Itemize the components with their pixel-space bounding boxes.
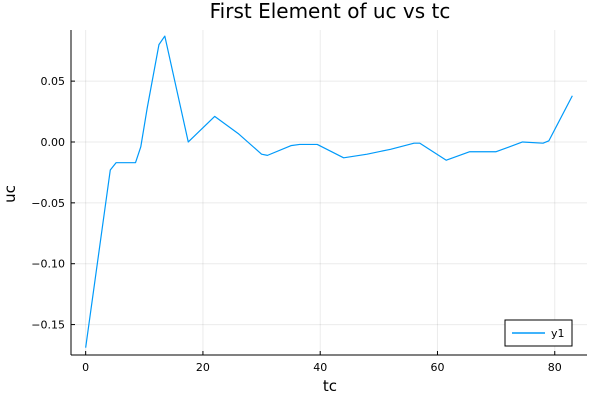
y-tick-label: −0.05 bbox=[31, 197, 65, 210]
y-tick-label: 0.00 bbox=[41, 136, 66, 149]
x-tick-label: 20 bbox=[196, 361, 210, 374]
legend-label-y1: y1 bbox=[551, 327, 565, 340]
axes bbox=[70, 30, 587, 356]
x-tick-label: 80 bbox=[548, 361, 562, 374]
y-tick-label: 0.05 bbox=[41, 75, 66, 88]
x-axis-label: tc bbox=[323, 377, 337, 395]
y-axis-label: uc bbox=[1, 185, 19, 203]
y-tick-label: −0.15 bbox=[31, 319, 65, 332]
tick-labels: 0 20 40 60 80 −0.15 −0.10 −0.05 0.00 0.05 bbox=[31, 75, 561, 374]
legend: y1 bbox=[504, 319, 573, 347]
series-layer bbox=[85, 35, 573, 348]
x-tick-label: 0 bbox=[82, 361, 89, 374]
y-tick-label: −0.10 bbox=[31, 258, 65, 271]
series-line-y1 bbox=[85, 35, 573, 348]
x-tick-label: 40 bbox=[313, 361, 327, 374]
chart-title: First Element of uc vs tc bbox=[210, 0, 451, 23]
grid bbox=[71, 30, 587, 355]
x-tick-label: 60 bbox=[430, 361, 444, 374]
